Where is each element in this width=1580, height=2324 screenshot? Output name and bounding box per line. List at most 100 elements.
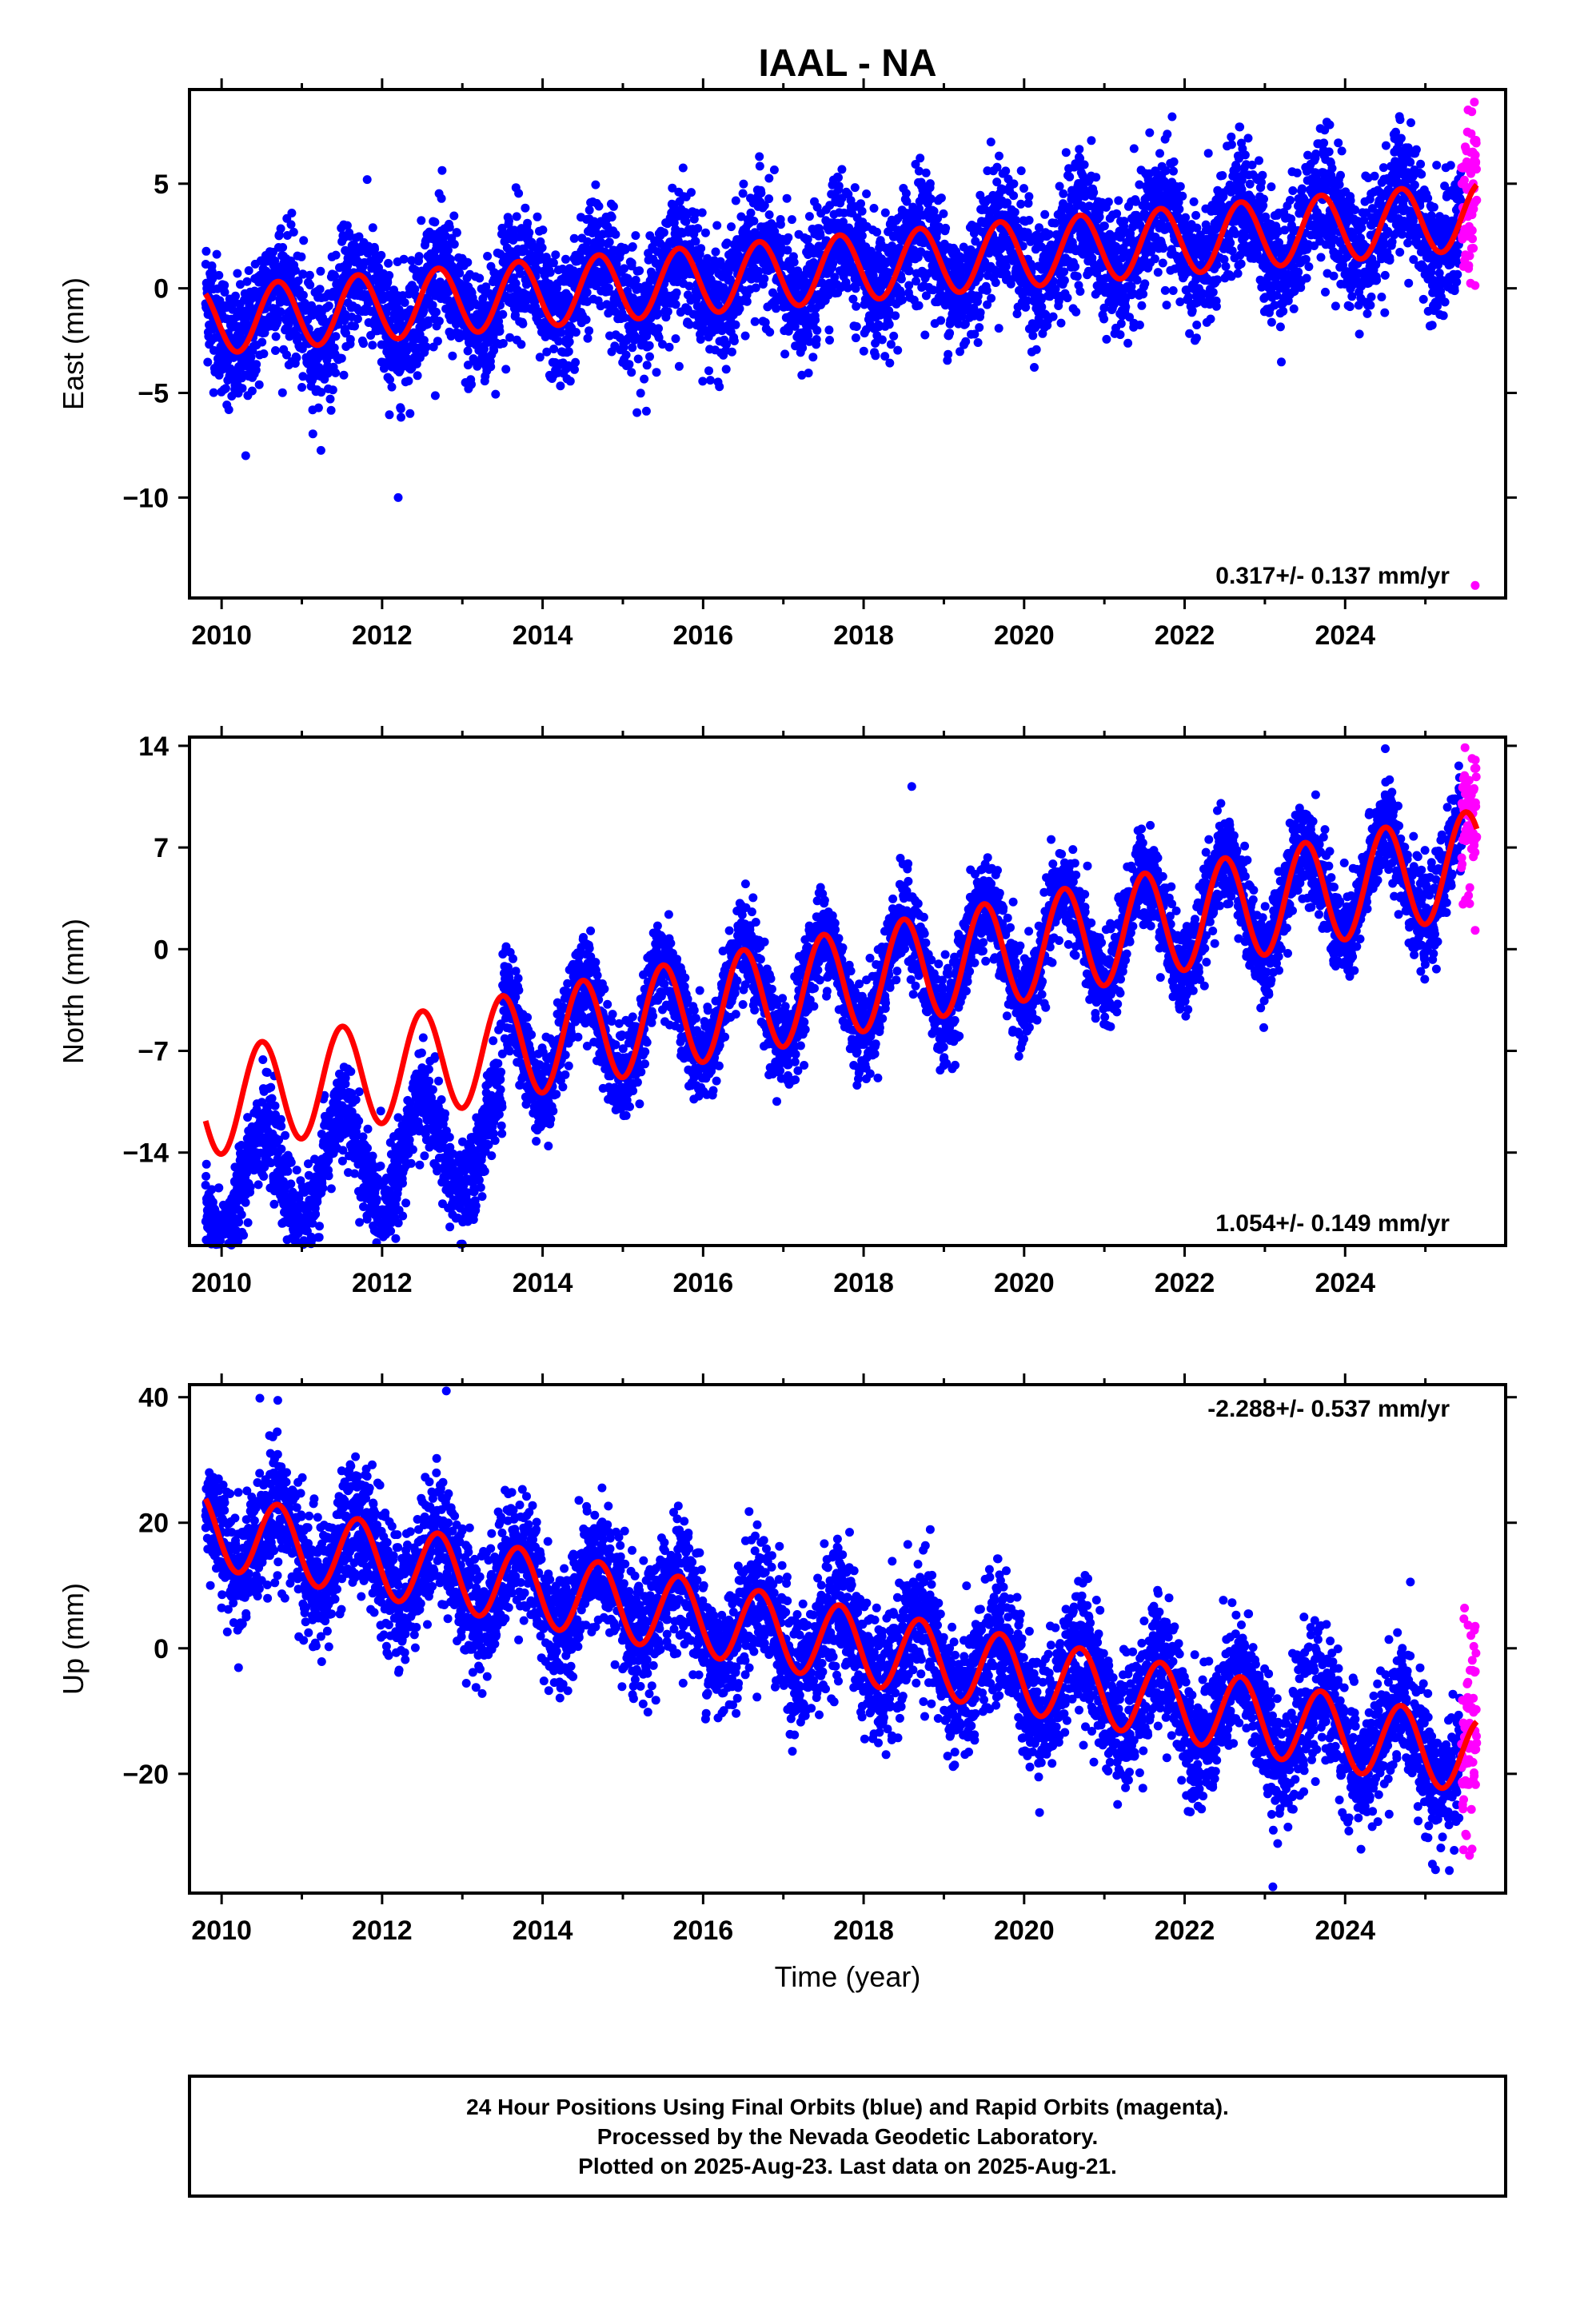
east-data-point [564, 347, 573, 357]
east-data-point [824, 325, 834, 335]
east-data-point [267, 293, 277, 302]
east-data-point [1030, 363, 1039, 372]
east-data-point [214, 270, 224, 280]
east-data-point [286, 220, 296, 229]
east-data-point [585, 326, 594, 336]
east-data-point [627, 368, 636, 377]
east-data-point [691, 237, 700, 246]
east-data-point [212, 249, 221, 259]
east-data-point [1236, 259, 1246, 269]
east-data-point [850, 183, 860, 193]
east-data-point [1103, 197, 1113, 207]
east-data-point [489, 345, 499, 355]
east-data-point [738, 189, 748, 198]
east-data-point [628, 343, 637, 353]
east-data-point [404, 377, 413, 385]
east-data-point [693, 224, 703, 233]
east-data-point [891, 311, 900, 321]
east-data-point [1059, 189, 1068, 198]
east-data-point [896, 274, 906, 284]
east-data-point [764, 173, 774, 183]
east-data-point [571, 357, 581, 367]
east-data-point [244, 266, 253, 275]
east-data-point [359, 339, 368, 349]
east-data-point [342, 221, 352, 230]
east-data-point [1159, 244, 1168, 253]
east-data-point [1028, 331, 1038, 341]
east-data-point [628, 242, 637, 251]
east-data-point [729, 337, 739, 345]
east-data-point [1245, 179, 1255, 189]
east-data-point [727, 347, 736, 357]
east-data-point [521, 203, 530, 213]
east-data-point [1213, 275, 1222, 285]
east-data-point [385, 271, 394, 280]
east-data-point [1079, 160, 1089, 169]
east-data-point [672, 288, 681, 297]
east-data-point [1040, 209, 1050, 219]
east-data-point [636, 389, 645, 398]
east-data-point [1075, 287, 1085, 296]
east-data-point [764, 194, 774, 204]
east-data-point [834, 181, 844, 191]
east-data-point [641, 406, 651, 416]
east-data-point [1208, 288, 1218, 297]
east-data-point [746, 208, 756, 217]
east-data-point [455, 269, 465, 278]
east-data-point [331, 250, 341, 260]
east-data-point [663, 307, 672, 317]
east-data-point [385, 410, 394, 420]
east-data-point [1267, 317, 1276, 327]
east-data-point [220, 288, 229, 297]
east-data-point [1206, 314, 1215, 324]
east-data-point [697, 208, 707, 217]
east-data-point [1016, 199, 1026, 209]
east-data-point [920, 330, 930, 340]
east-data-point [631, 231, 640, 241]
east-data-point [557, 328, 566, 337]
east-data-point [475, 273, 485, 283]
east-data-point [571, 328, 581, 337]
east-data-point [1132, 275, 1142, 285]
east-data-point [1191, 210, 1201, 220]
east-data-point [247, 386, 257, 396]
east-data-point [1277, 357, 1286, 367]
east-data-point [674, 361, 684, 371]
east-data-point [525, 228, 534, 237]
east-data-point [201, 246, 211, 256]
east-data-point [852, 322, 861, 331]
east-data-point [1016, 166, 1026, 176]
east-data-point [298, 269, 308, 279]
east-data-point [1087, 136, 1096, 145]
east-data-point [750, 317, 760, 326]
east-data-point [271, 332, 281, 341]
east-data-point [545, 268, 555, 277]
east-data-point [1192, 321, 1202, 329]
east-data-point [640, 374, 649, 384]
east-data-point [556, 381, 565, 391]
east-data-point [257, 337, 267, 347]
east-data-point [483, 252, 493, 261]
east-data-point [749, 217, 759, 225]
east-data-point [1001, 166, 1011, 176]
east-data-point [512, 212, 521, 221]
east-data-point [1162, 301, 1171, 310]
east-data-point [1259, 194, 1268, 204]
east-data-point [804, 212, 814, 221]
east-data-point [1243, 134, 1253, 143]
east-data-point [328, 385, 337, 395]
east-data-point [1121, 302, 1131, 312]
east-data-point [1169, 157, 1179, 166]
east-data-point [739, 179, 748, 189]
east-data-point [353, 314, 362, 324]
east-data-point [1275, 322, 1285, 332]
east-data-point [1267, 182, 1276, 192]
east-data-point [417, 216, 426, 225]
east-data-point [961, 337, 971, 346]
east-data-point [645, 352, 654, 361]
east-data-point [620, 264, 629, 273]
east-data-point [764, 210, 774, 220]
east-data-point [1169, 166, 1178, 176]
